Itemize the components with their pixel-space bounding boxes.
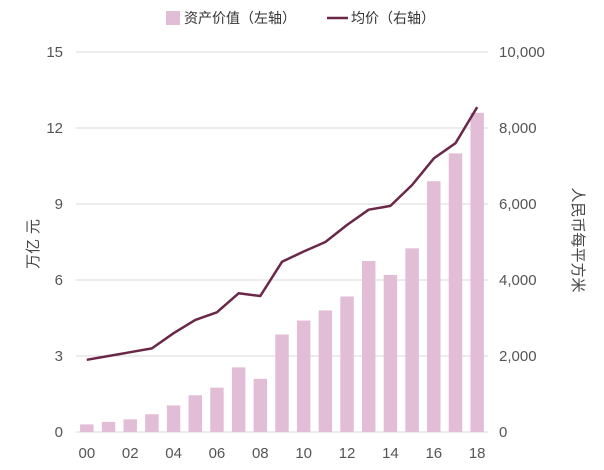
bar bbox=[318, 310, 333, 432]
left-tick-label: 3 bbox=[55, 348, 63, 365]
right-tick-label: 2,000 bbox=[499, 348, 537, 365]
x-tick-label: 06 bbox=[209, 445, 226, 462]
right-axis-ticks: 0 2,000 4,000 6,000 8,000 10,000 bbox=[499, 44, 545, 441]
x-tick-label: 02 bbox=[122, 445, 139, 462]
x-tick-label: 14 bbox=[382, 445, 399, 462]
bar bbox=[188, 395, 202, 432]
bar bbox=[145, 414, 159, 432]
left-tick-label: 0 bbox=[55, 424, 63, 441]
legend-line-label: 均价（右轴） bbox=[351, 11, 435, 27]
bar bbox=[448, 153, 463, 433]
right-tick-label: 10,000 bbox=[499, 44, 545, 61]
left-axis-ticks: 0 3 6 9 12 15 bbox=[46, 44, 63, 441]
bar bbox=[470, 112, 484, 433]
bar bbox=[383, 274, 398, 432]
x-tick-label: 08 bbox=[252, 445, 269, 462]
x-axis-ticks: 00 02 04 06 08 10 12 14 16 18 bbox=[78, 445, 485, 462]
legend-bar-swatch bbox=[166, 11, 180, 25]
right-tick-label: 0 bbox=[499, 424, 507, 441]
legend: 资产价值（左轴） 均价（右轴） bbox=[166, 11, 435, 27]
bar bbox=[253, 378, 268, 432]
bar bbox=[101, 421, 116, 432]
x-tick-label: 04 bbox=[165, 445, 182, 462]
bar bbox=[296, 320, 311, 432]
line-series bbox=[86, 106, 479, 362]
x-tick-label: 10 bbox=[295, 445, 312, 462]
bar bbox=[80, 424, 94, 432]
bar bbox=[405, 248, 419, 432]
bar bbox=[362, 261, 376, 432]
right-tick-label: 8,000 bbox=[499, 120, 537, 137]
legend-bar-label: 资产价值（左轴） bbox=[184, 11, 296, 27]
left-tick-label: 15 bbox=[46, 44, 63, 61]
left-tick-label: 6 bbox=[55, 272, 63, 289]
bar bbox=[340, 296, 354, 432]
bar bbox=[123, 419, 137, 432]
bar bbox=[210, 387, 224, 432]
bar bbox=[231, 367, 246, 432]
gridlines bbox=[76, 51, 488, 433]
x-tick-label: 00 bbox=[78, 445, 95, 462]
x-tick-label: 16 bbox=[425, 445, 442, 462]
price-line bbox=[86, 106, 479, 362]
left-tick-label: 12 bbox=[46, 120, 63, 137]
x-tick-label: 12 bbox=[339, 445, 356, 462]
left-tick-label: 9 bbox=[55, 196, 63, 213]
bar bbox=[427, 181, 441, 432]
bar-series bbox=[80, 112, 484, 433]
bar bbox=[166, 405, 181, 432]
bar bbox=[275, 334, 289, 432]
right-tick-label: 6,000 bbox=[499, 196, 537, 213]
left-axis-title: 万亿 元 bbox=[24, 219, 42, 269]
right-tick-label: 4,000 bbox=[499, 272, 537, 289]
right-axis-title: 人民币每平方米 bbox=[569, 187, 587, 292]
x-tick-label: 18 bbox=[469, 445, 486, 462]
